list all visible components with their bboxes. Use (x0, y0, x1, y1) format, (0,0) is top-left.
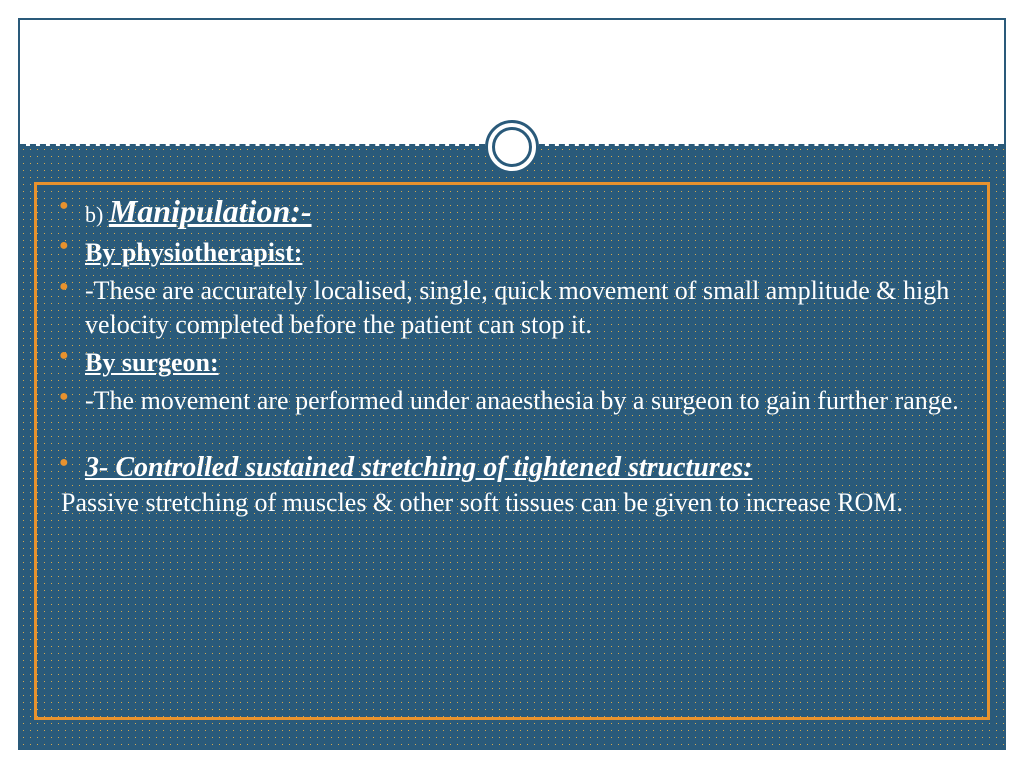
bullet-item-body-surgeon: -The movement are performed under anaest… (55, 384, 969, 418)
title-text: Manipulation:- (109, 193, 312, 229)
slide-body-region: b) Manipulation:- By physiotherapist: -T… (20, 146, 1004, 748)
subhead-physio: By physiotherapist: (85, 238, 302, 267)
body-physio: -These are accurately localised, single,… (85, 276, 949, 339)
bullet-item-subhead-surgeon: By surgeon: (55, 343, 969, 382)
spacer (55, 420, 969, 450)
body-surgeon: -The movement are performed under anaest… (85, 386, 959, 415)
circle-ornament-icon (485, 120, 539, 174)
bullet-item-section: 3- Controlled sustained stretching of ti… (55, 450, 969, 485)
bullet-list-2: 3- Controlled sustained stretching of ti… (55, 450, 969, 485)
content-box: b) Manipulation:- By physiotherapist: -T… (34, 182, 990, 720)
bullet-item-body-physio: -These are accurately localised, single,… (55, 274, 969, 342)
bullet-item-title: b) Manipulation:- (55, 193, 969, 231)
title-prefix: b) (85, 202, 109, 227)
final-paragraph: Passive stretching of muscles & other so… (55, 487, 969, 520)
bullet-item-subhead-physio: By physiotherapist: (55, 233, 969, 272)
section-head: 3- Controlled sustained stretching of ti… (85, 452, 752, 483)
subhead-surgeon: By surgeon: (85, 348, 219, 377)
bullet-list: b) Manipulation:- By physiotherapist: -T… (55, 193, 969, 418)
